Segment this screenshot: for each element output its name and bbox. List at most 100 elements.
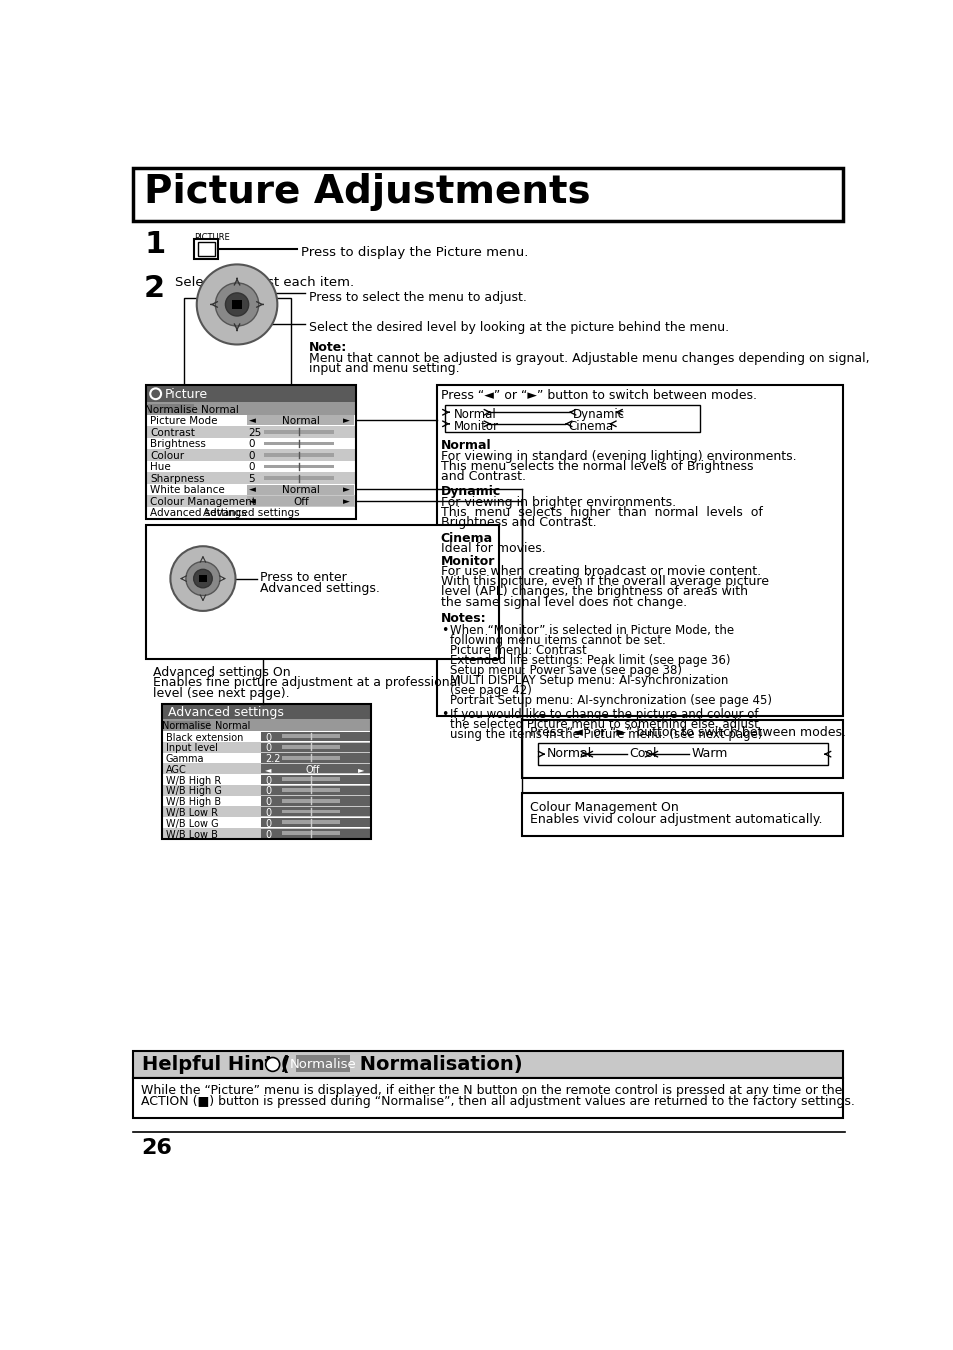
Text: Press to select the menu to adjust.: Press to select the menu to adjust.: [309, 290, 526, 304]
Bar: [146, 427, 355, 437]
Text: Normal: Normal: [454, 409, 497, 421]
Text: Select to adjust each item.: Select to adjust each item.: [174, 275, 354, 289]
Bar: [233, 300, 241, 309]
Text: ►: ►: [342, 486, 349, 494]
Bar: [162, 752, 371, 763]
Bar: [197, 242, 214, 256]
Bar: [146, 385, 355, 518]
Text: Off: Off: [306, 765, 320, 775]
Text: Advanced settings: Advanced settings: [168, 706, 284, 720]
Text: 0: 0: [265, 798, 271, 807]
Text: 2: 2: [144, 274, 165, 302]
Text: For viewing in standard (evening lighting) environments.: For viewing in standard (evening lightin…: [440, 450, 796, 463]
Bar: [162, 784, 371, 795]
Text: Normal: Normal: [282, 486, 320, 495]
Bar: [146, 525, 498, 659]
Text: 0: 0: [265, 830, 271, 840]
Text: •: •: [440, 624, 448, 637]
Bar: [247, 497, 354, 506]
Bar: [183, 298, 291, 389]
Text: Ideal for movies.: Ideal for movies.: [440, 543, 545, 555]
Text: Select the desired level by looking at the picture behind the menu.: Select the desired level by looking at t…: [309, 321, 728, 335]
Text: 0: 0: [265, 744, 271, 753]
Text: Extended life settings: Peak limit (see page 36): Extended life settings: Peak limit (see …: [450, 653, 730, 667]
Bar: [521, 721, 842, 778]
Text: While the “Picture” menu is displayed, if either the N button on the remote cont: While the “Picture” menu is displayed, i…: [141, 1084, 841, 1096]
Text: Normal: Normal: [282, 416, 320, 427]
Text: Black extension: Black extension: [166, 733, 243, 743]
Text: Normal: Normal: [546, 747, 592, 760]
Bar: [282, 778, 340, 782]
Text: Advanced settings: Advanced settings: [202, 509, 299, 518]
Bar: [282, 756, 340, 760]
Text: •: •: [440, 707, 448, 721]
Bar: [261, 732, 369, 741]
Text: Normal: Normal: [200, 405, 238, 414]
Text: Normal: Normal: [440, 439, 491, 452]
Text: This  menu  selects  higher  than  normal  levels  of: This menu selects higher than normal lev…: [440, 506, 762, 520]
Text: Menu that cannot be adjusted is grayout. Adjustable menu changes depending on si: Menu that cannot be adjusted is grayout.…: [309, 352, 869, 366]
Bar: [146, 460, 355, 472]
Text: Picture: Picture: [165, 389, 208, 401]
Bar: [282, 788, 340, 792]
Text: With this picture, even if the overall average picture: With this picture, even if the overall a…: [440, 575, 768, 589]
Text: Colour: Colour: [150, 451, 184, 460]
Text: Normal: Normal: [214, 721, 250, 730]
Bar: [247, 485, 354, 494]
Text: 5: 5: [249, 474, 255, 483]
Text: 0: 0: [265, 787, 271, 796]
Text: W/B Low G: W/B Low G: [166, 819, 218, 829]
Text: Helpful Hint (: Helpful Hint (: [142, 1056, 290, 1075]
Text: ◄: ◄: [265, 765, 272, 774]
Text: Colour Management On: Colour Management On: [530, 801, 678, 814]
Text: Sharpness: Sharpness: [150, 474, 205, 483]
Circle shape: [266, 1057, 279, 1072]
Bar: [264, 429, 334, 433]
Text: 0: 0: [249, 451, 254, 460]
Bar: [146, 483, 355, 495]
Bar: [521, 794, 842, 836]
Text: Monitor: Monitor: [454, 420, 498, 433]
Text: (see page 42): (see page 42): [450, 684, 532, 697]
Bar: [162, 828, 371, 838]
Bar: [247, 416, 354, 425]
Text: 0: 0: [265, 819, 271, 829]
Bar: [146, 495, 355, 508]
Bar: [162, 741, 371, 752]
Text: 0: 0: [265, 776, 271, 786]
Text: input and menu setting.: input and menu setting.: [309, 362, 459, 375]
Text: 0: 0: [249, 439, 254, 450]
Text: Press “◄” or “►” button to switch between modes.: Press “◄” or “►” button to switch betwee…: [440, 389, 756, 402]
Text: Setup menu: Power save (see page 38): Setup menu: Power save (see page 38): [450, 664, 681, 678]
Text: Press “◄” or “►” button to switch between modes.: Press “◄” or “►” button to switch betwee…: [530, 726, 845, 740]
Circle shape: [171, 547, 235, 612]
Text: PICTURE: PICTURE: [194, 232, 230, 242]
Text: For viewing in brighter environments.: For viewing in brighter environments.: [440, 497, 676, 509]
Text: Picture Adjustments: Picture Adjustments: [144, 173, 590, 211]
Bar: [282, 821, 340, 825]
Bar: [146, 472, 355, 483]
Text: the selected Picture menu to something else, adjust: the selected Picture menu to something e…: [450, 718, 759, 730]
Bar: [162, 732, 371, 741]
Text: Brightness: Brightness: [150, 439, 206, 450]
Bar: [295, 1056, 350, 1072]
Text: Notes:: Notes:: [440, 613, 486, 625]
Text: Dynamic: Dynamic: [440, 486, 500, 498]
Bar: [193, 239, 218, 259]
Text: Normalise: Normalise: [290, 1057, 356, 1071]
Text: 0: 0: [265, 809, 271, 818]
Text: 2.2: 2.2: [265, 755, 280, 764]
Circle shape: [186, 562, 220, 595]
Text: This menu selects the normal levels of Brightness: This menu selects the normal levels of B…: [440, 460, 753, 472]
Circle shape: [193, 570, 212, 587]
Bar: [162, 720, 371, 732]
Text: W/B High B: W/B High B: [166, 798, 221, 807]
Text: Brightness and Contrast.: Brightness and Contrast.: [440, 516, 596, 529]
Text: Normalise: Normalise: [145, 405, 197, 414]
Text: using the items in the Picture menu. (see next page): using the items in the Picture menu. (se…: [450, 728, 761, 741]
Bar: [537, 744, 827, 765]
Text: ►: ►: [342, 416, 349, 425]
Text: /: /: [282, 1056, 295, 1075]
Text: Note:: Note:: [309, 340, 347, 354]
Bar: [146, 402, 355, 414]
